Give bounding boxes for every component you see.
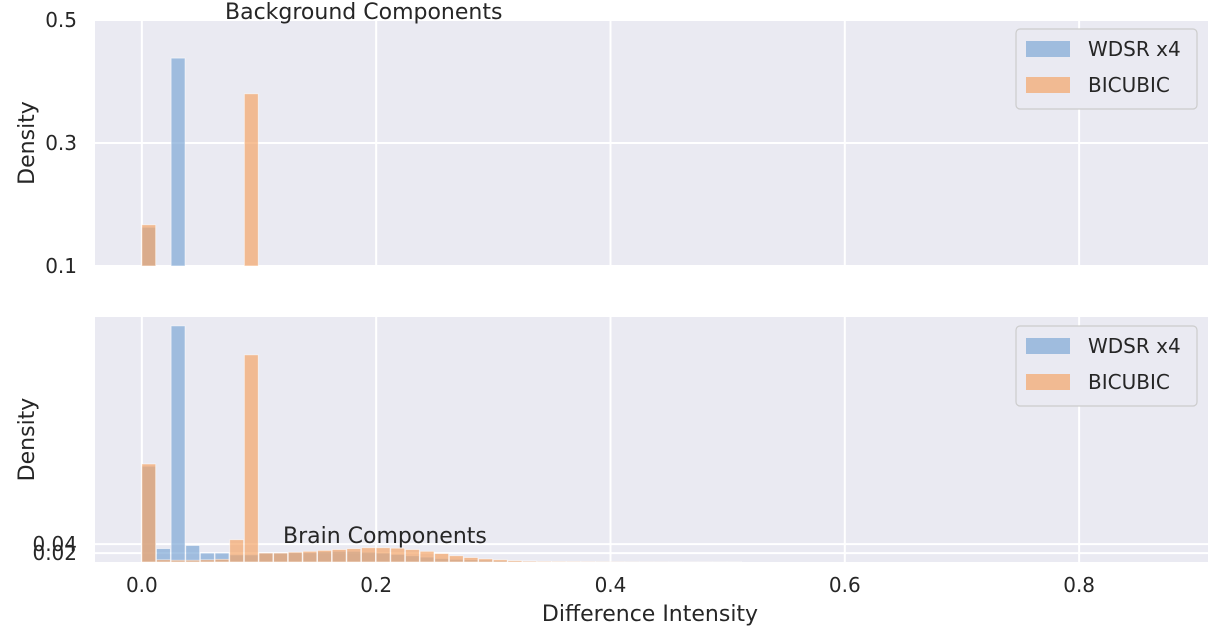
- background-components-label: Background Components: [225, 0, 502, 25]
- y-tick-label: 0.3: [45, 131, 77, 155]
- bicubic-bar: [390, 547, 406, 563]
- y-tick-label: 0.5: [45, 8, 77, 32]
- brain-components-label: Brain Components: [283, 524, 487, 549]
- bicubic-bar: [258, 552, 274, 563]
- bicubic-bar: [141, 463, 157, 563]
- legend: WDSR x4 BICUBIC: [1015, 325, 1198, 407]
- bicubic-bar: [405, 549, 420, 563]
- legend-swatch-wdsr: [1026, 338, 1070, 354]
- legend-swatch-bicubic: [1026, 77, 1070, 93]
- bicubic-bar: [434, 553, 450, 563]
- x-axis-label: Difference Intensity: [542, 602, 758, 626]
- bicubic-bar: [243, 354, 259, 563]
- bicubic-bar: [478, 558, 493, 563]
- legend-label-wdsr: WDSR x4: [1088, 334, 1181, 358]
- bicubic-bar: [522, 560, 537, 563]
- bicubic-bar: [346, 548, 362, 563]
- bicubic-bar: [170, 559, 186, 563]
- x-tick-label: 0.4: [595, 573, 627, 597]
- legend-label-wdsr: WDSR x4: [1088, 37, 1181, 61]
- bicubic-bar: [507, 560, 523, 563]
- bicubic-bar: [273, 552, 288, 563]
- wdsr-bar: [170, 57, 186, 267]
- bicubic-bar: [185, 559, 201, 563]
- x-tick-label: 0.8: [1063, 573, 1095, 597]
- wdsr-bar: [170, 325, 186, 563]
- bicubic-bar: [375, 547, 391, 563]
- legend-label-bicubic: BICUBIC: [1088, 73, 1170, 97]
- legend-swatch-bicubic: [1026, 374, 1070, 390]
- bicubic-bar: [156, 559, 171, 563]
- bicubic-bar: [243, 93, 259, 267]
- legend: WDSR x4 BICUBIC: [1015, 28, 1198, 110]
- legend-label-bicubic: BICUBIC: [1088, 370, 1170, 394]
- bicubic-bar: [317, 550, 332, 563]
- brain-components-panel: 0.020.04 Density Brain Components 0.0 0.2 0.4…: [15, 317, 1208, 626]
- y-axis-label: Density: [15, 101, 40, 185]
- bicubic-bar: [463, 557, 479, 563]
- bicubic-bar: [551, 561, 567, 563]
- bicubic-bar: [449, 555, 464, 563]
- bicubic-bar: [214, 558, 230, 563]
- bicubic-bar: [287, 551, 303, 563]
- y-tick-label: 0.1: [45, 254, 77, 278]
- x-tick-label: 0.0: [126, 573, 158, 597]
- x-tick-label: 0.2: [360, 573, 392, 597]
- background-components-panel: 0.1 0.3 0.5 Density Background Components WDS…: [15, 0, 1208, 278]
- y-tick-label: 0.04: [32, 532, 77, 556]
- bicubic-bar: [302, 550, 318, 563]
- x-tick-label: 0.6: [829, 573, 861, 597]
- bicubic-bar: [361, 547, 376, 563]
- bicubic-bar: [419, 550, 435, 563]
- wdsr-bar: [185, 545, 201, 563]
- y-axis-label: Density: [15, 398, 40, 482]
- bicubic-bar: [229, 539, 244, 563]
- bicubic-bar: [200, 559, 215, 563]
- bicubic-bar: [331, 549, 347, 563]
- bicubic-bar: [492, 559, 508, 563]
- bicubic-bar: [141, 224, 157, 267]
- y-tick-label: 0.02: [32, 541, 77, 565]
- bicubic-bar: [536, 560, 552, 563]
- legend-swatch-wdsr: [1026, 41, 1070, 57]
